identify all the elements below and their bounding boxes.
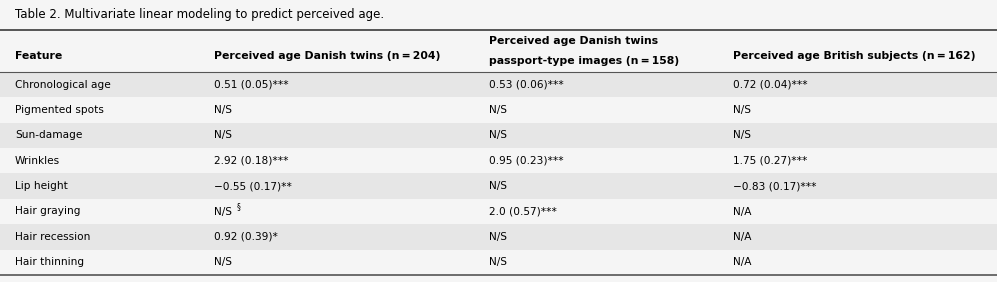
Text: 0.92 (0.39)*: 0.92 (0.39)* [214,232,278,242]
Text: Sun-damage: Sun-damage [15,130,83,140]
Text: 0.51 (0.05)***: 0.51 (0.05)*** [214,80,289,90]
Text: Feature: Feature [15,51,62,61]
Bar [0,250,997,275]
Text: Table 2. Multivariate linear modeling to predict perceived age.: Table 2. Multivariate linear modeling to… [15,8,384,21]
Bar [0,148,997,173]
Text: N/A: N/A [733,232,751,242]
Text: N/S: N/S [733,105,751,115]
Bar [0,97,997,123]
Bar [0,72,997,97]
Text: N/S: N/S [214,105,232,115]
Text: N/S: N/S [489,130,506,140]
Bar [0,199,997,224]
Text: 0.53 (0.06)***: 0.53 (0.06)*** [489,80,563,90]
Text: 2.92 (0.18)***: 2.92 (0.18)*** [214,156,289,166]
Text: N/A: N/A [733,257,751,267]
Text: Perceived age Danish twins (n = 204): Perceived age Danish twins (n = 204) [214,51,441,61]
Text: §: § [236,202,240,211]
Text: Perceived age Danish twins: Perceived age Danish twins [489,36,658,46]
Text: −0.83 (0.17)***: −0.83 (0.17)*** [733,181,817,191]
Text: N/S: N/S [214,130,232,140]
Bar [0,123,997,148]
Text: N/S: N/S [733,130,751,140]
Bar [0,0,997,30]
Text: Hair recession: Hair recession [15,232,91,242]
Bar [0,173,997,199]
Text: Lip height: Lip height [15,181,68,191]
Text: Pigmented spots: Pigmented spots [15,105,104,115]
Text: Hair graying: Hair graying [15,206,81,217]
Text: passport-type images (n = 158): passport-type images (n = 158) [489,56,679,66]
Text: 0.72 (0.04)***: 0.72 (0.04)*** [733,80,808,90]
Text: 2.0 (0.57)***: 2.0 (0.57)*** [489,206,556,217]
Bar [0,30,997,72]
Text: Perceived age British subjects (n = 162): Perceived age British subjects (n = 162) [733,51,975,61]
Text: N/S: N/S [489,181,506,191]
Text: −0.55 (0.17)**: −0.55 (0.17)** [214,181,292,191]
Text: Chronological age: Chronological age [15,80,111,90]
Text: N/S: N/S [214,206,232,217]
Text: Hair thinning: Hair thinning [15,257,84,267]
Text: N/S: N/S [489,232,506,242]
Text: N/S: N/S [489,257,506,267]
Text: 1.75 (0.27)***: 1.75 (0.27)*** [733,156,808,166]
Text: 0.95 (0.23)***: 0.95 (0.23)*** [489,156,563,166]
Bar [0,224,997,250]
Text: N/A: N/A [733,206,751,217]
Text: N/S: N/S [489,105,506,115]
Text: N/S: N/S [214,257,232,267]
Text: Wrinkles: Wrinkles [15,156,60,166]
